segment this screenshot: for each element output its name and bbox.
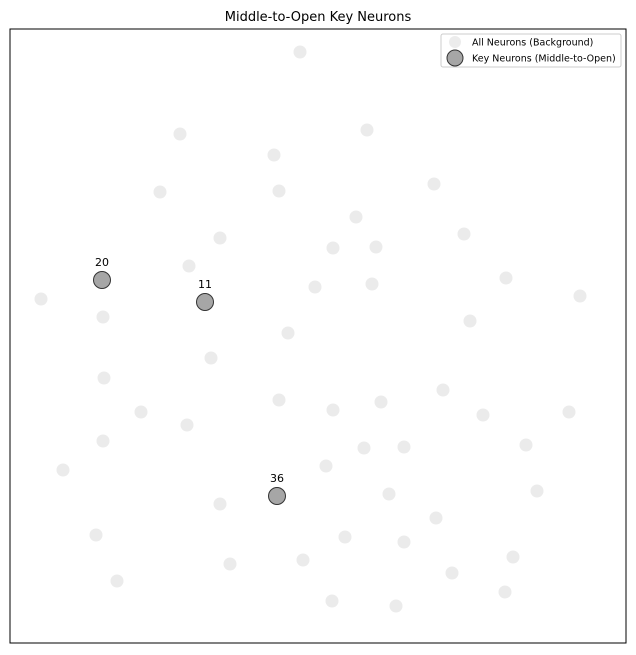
background-neuron-point xyxy=(326,403,340,417)
key-point-labels: 20 11 36 xyxy=(95,256,284,485)
legend: All Neurons (Background) Key Neurons (Mi… xyxy=(440,33,622,68)
background-neuron-point xyxy=(519,438,533,452)
background-neuron-point xyxy=(281,326,295,340)
background-neuron-point xyxy=(365,277,379,291)
background-neuron-point xyxy=(498,585,512,599)
background-neuron-point xyxy=(357,441,371,455)
background-neuron-point xyxy=(397,535,411,549)
background-neuron-point xyxy=(338,530,352,544)
background-neuron-point xyxy=(463,314,477,328)
key-neuron-point xyxy=(93,271,111,289)
key-neuron-label: 11 xyxy=(198,278,212,291)
background-neuron-point xyxy=(153,185,167,199)
background-neuron-point xyxy=(360,123,374,137)
background-neuron-point xyxy=(319,459,333,473)
key-neuron-label: 36 xyxy=(270,472,284,485)
background-neuron-point xyxy=(429,511,443,525)
background-neuron-point xyxy=(530,484,544,498)
background-points xyxy=(34,45,587,613)
legend-label-key: Key Neurons (Middle-to-Open) xyxy=(472,54,616,65)
background-neuron-point xyxy=(110,574,124,588)
legend-marker-background xyxy=(449,36,461,48)
background-neuron-point xyxy=(97,371,111,385)
key-points xyxy=(93,271,286,505)
background-neuron-point xyxy=(293,45,307,59)
key-neuron-point xyxy=(196,293,214,311)
background-neuron-point xyxy=(134,405,148,419)
background-neuron-point xyxy=(204,351,218,365)
background-neuron-point xyxy=(382,487,396,501)
background-neuron-point xyxy=(436,383,450,397)
background-neuron-point xyxy=(223,557,237,571)
key-neuron-point xyxy=(268,487,286,505)
background-neuron-point xyxy=(213,497,227,511)
background-neuron-point xyxy=(573,289,587,303)
legend-label-background: All Neurons (Background) xyxy=(472,38,593,49)
background-neuron-point xyxy=(427,177,441,191)
key-neuron-label: 20 xyxy=(95,256,109,269)
chart-title: Middle-to-Open Key Neurons xyxy=(225,10,412,25)
legend-box xyxy=(440,33,622,68)
background-neuron-point xyxy=(562,405,576,419)
background-neuron-point xyxy=(445,566,459,580)
background-neuron-point xyxy=(325,594,339,608)
background-neuron-point xyxy=(374,395,388,409)
background-neuron-point xyxy=(213,231,227,245)
background-neuron-point xyxy=(96,434,110,448)
background-neuron-point xyxy=(389,599,403,613)
background-neuron-point xyxy=(96,310,110,324)
background-neuron-point xyxy=(296,553,310,567)
background-neuron-point xyxy=(397,440,411,454)
plot-frame xyxy=(9,28,627,644)
background-neuron-point xyxy=(272,393,286,407)
background-neuron-point xyxy=(34,292,48,306)
background-neuron-point xyxy=(506,550,520,564)
background-neuron-point xyxy=(272,184,286,198)
legend-marker-key xyxy=(446,49,464,67)
background-neuron-point xyxy=(349,210,363,224)
background-neuron-point xyxy=(180,418,194,432)
background-neuron-point xyxy=(267,148,281,162)
background-neuron-point xyxy=(326,241,340,255)
background-neuron-point xyxy=(369,240,383,254)
background-neuron-point xyxy=(308,280,322,294)
background-neuron-point xyxy=(56,463,70,477)
background-neuron-point xyxy=(499,271,513,285)
background-neuron-point xyxy=(476,408,490,422)
background-neuron-point xyxy=(173,127,187,141)
background-neuron-point xyxy=(182,259,196,273)
background-neuron-point xyxy=(457,227,471,241)
background-neuron-point xyxy=(89,528,103,542)
